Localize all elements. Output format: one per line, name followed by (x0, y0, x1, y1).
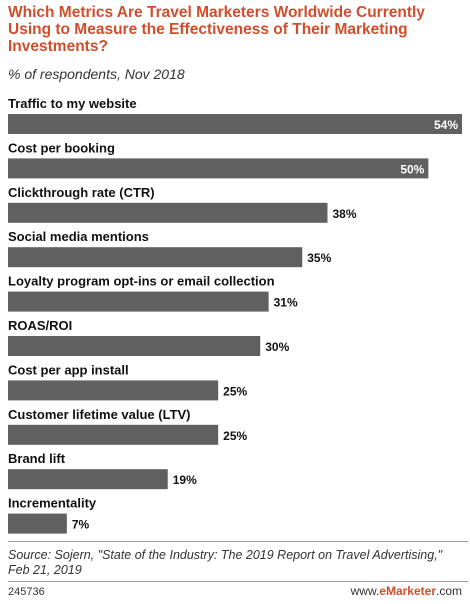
bar (8, 202, 328, 223)
value-label: 7% (72, 518, 90, 532)
category-label: Traffic to my website (8, 96, 137, 111)
category-label: Social media mentions (8, 229, 149, 244)
value-label: 25% (223, 384, 247, 398)
category-label: Loyalty program opt-ins or email collect… (8, 274, 275, 289)
bar (8, 114, 462, 134)
value-label: 31% (274, 296, 298, 310)
category-label: Clickthrough rate (CTR) (8, 185, 155, 200)
chart-title: Which Metrics Are Travel Marketers World… (8, 4, 425, 55)
source-note: Source: Sojern, "State of the Industry: … (8, 548, 443, 577)
bar (8, 291, 269, 312)
value-label: 19% (173, 473, 197, 487)
bar (8, 158, 429, 179)
footer-divider (8, 581, 468, 582)
value-label: 30% (265, 340, 289, 354)
bar (8, 469, 168, 490)
bar-chart: Traffic to my website 54% Cost per booking… (8, 96, 462, 534)
bar (8, 380, 219, 401)
value-label: 50% (400, 162, 424, 176)
category-label: Brand lift (8, 451, 66, 466)
brand-logo[interactable]: www.eMarketer.com (351, 584, 462, 598)
bar (8, 424, 219, 445)
bar (8, 336, 261, 356)
category-label: Customer lifetime value (LTV) (8, 407, 191, 422)
value-label: 54% (434, 118, 458, 132)
brand-suffix: .com (435, 584, 462, 598)
bar (8, 513, 67, 534)
bar (8, 247, 303, 268)
chart-id: 245736 (8, 586, 45, 598)
brand-prefix: www. (350, 584, 380, 598)
value-label: 25% (223, 429, 247, 443)
value-label: 35% (307, 251, 331, 265)
value-label: 38% (332, 207, 356, 221)
category-label: Cost per app install (8, 362, 129, 377)
category-label: ROAS/ROI (8, 318, 72, 333)
category-label: Cost per booking (8, 140, 115, 155)
brand-name: eMarketer (379, 584, 436, 598)
chart-subtitle: % of respondents, Nov 2018 (8, 66, 185, 82)
category-label: Incrementality (8, 496, 97, 511)
source-divider (8, 541, 468, 542)
